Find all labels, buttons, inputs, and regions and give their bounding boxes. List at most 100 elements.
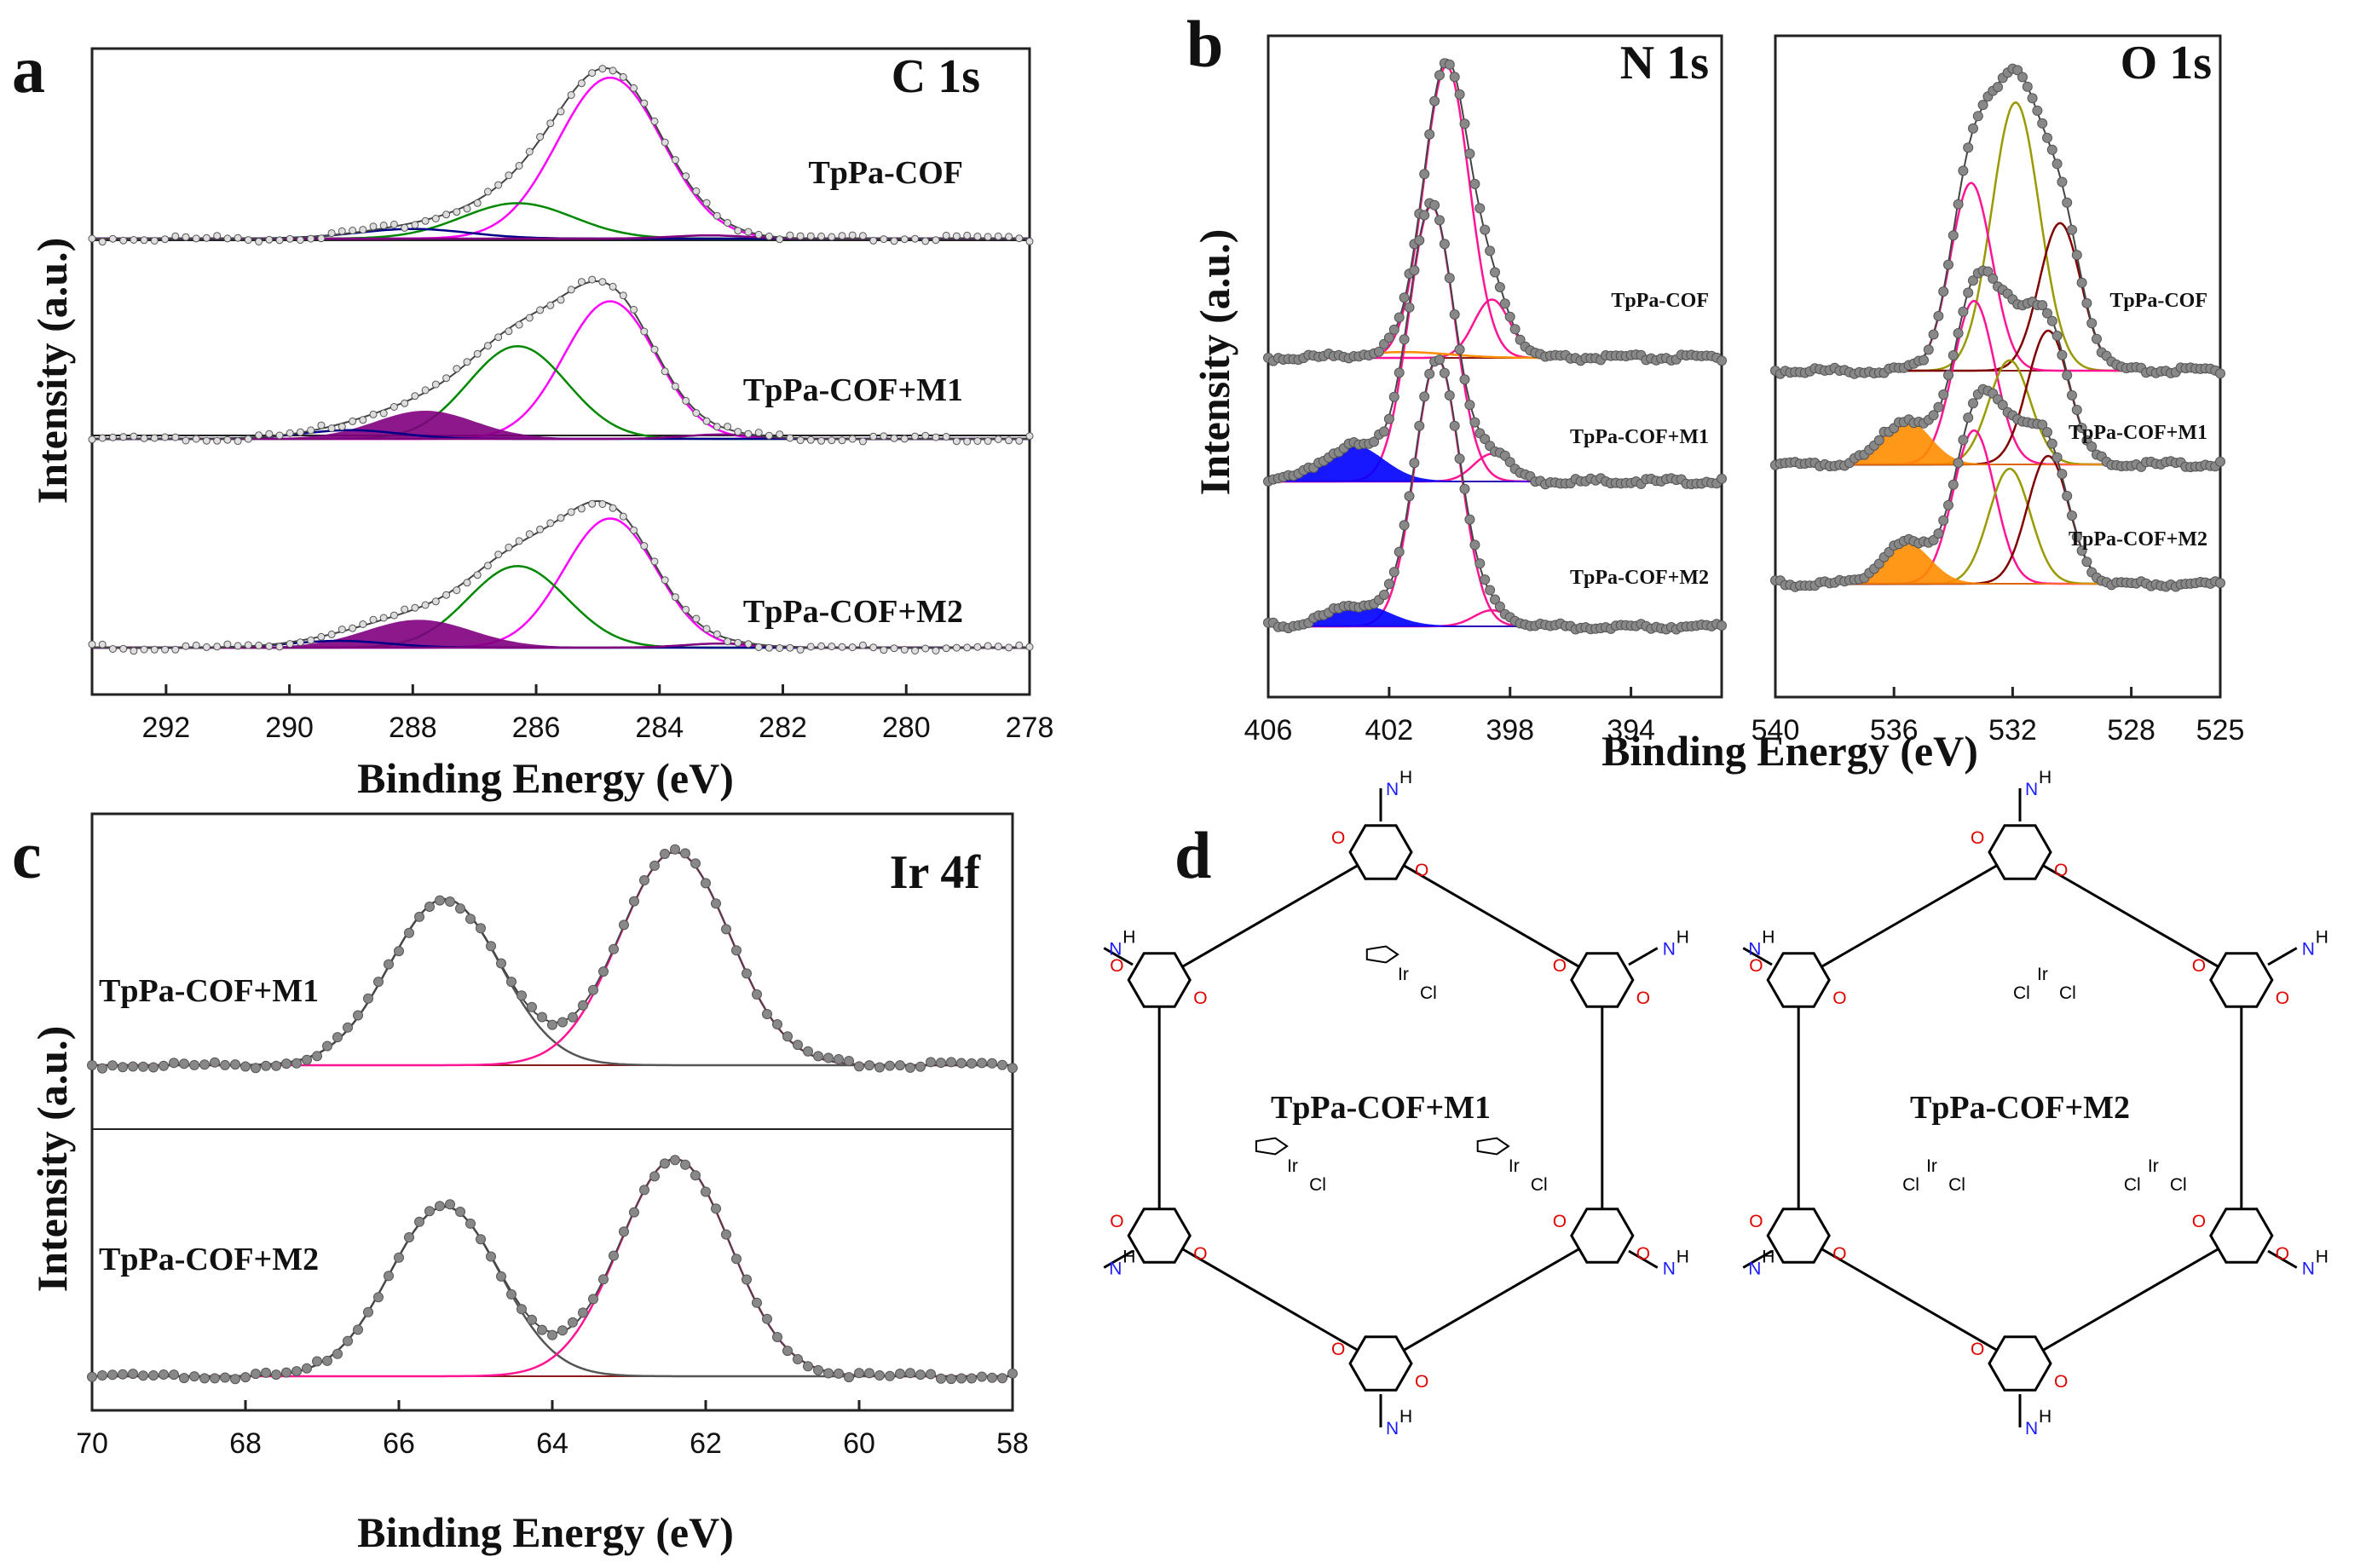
panel-d-letter: d [1174, 818, 1211, 892]
data-point [926, 1369, 936, 1380]
data-point [1958, 306, 1969, 317]
data-point [192, 641, 200, 649]
data-point [692, 409, 701, 418]
atom-label-oxygen: O [1636, 1244, 1650, 1264]
data-point [1933, 310, 1944, 321]
data-point [874, 1062, 885, 1073]
data-point [997, 1059, 1007, 1070]
data-point [1997, 400, 2008, 411]
data-point [2062, 370, 2073, 381]
series-label: TpPa-COF+M1 [1570, 426, 1709, 448]
data-point [338, 227, 346, 235]
data-point [742, 1274, 752, 1285]
atom-label-hydrogen: H [2039, 1407, 2051, 1427]
data-point [1504, 457, 1515, 468]
data-point [2067, 224, 2077, 235]
data-point [230, 1059, 240, 1070]
panel-b: b TpPa-COF TpPa-COF+M1 TpPa-COF+M2 406 402 39… [1186, 7, 2244, 775]
data-point [838, 232, 846, 240]
data-point [905, 1062, 915, 1073]
outward-bond [2267, 1249, 2298, 1269]
data-point [169, 1058, 179, 1069]
data-point [1509, 324, 1521, 335]
data-point [936, 1373, 946, 1384]
data-point [138, 1061, 148, 1072]
data-point [476, 1234, 486, 1245]
data-point [505, 171, 513, 180]
atom-label-nitrogen: N [1386, 780, 1399, 799]
data-point [639, 875, 649, 885]
data-point [1439, 239, 1450, 250]
component-peak [1268, 65, 1722, 360]
data-point [682, 172, 690, 181]
x-tick-label: 64 [536, 1427, 568, 1460]
data-point [291, 1058, 302, 1069]
data-point [713, 211, 721, 220]
data-point [828, 233, 836, 241]
data-point [702, 625, 711, 633]
atom-label-iridium: Ir [2037, 965, 2048, 984]
data-point [2092, 333, 2102, 344]
data-point [473, 571, 482, 579]
data-point [2062, 491, 2073, 501]
component-peak [92, 850, 1013, 1067]
data-point [869, 236, 878, 245]
data-point [721, 924, 731, 935]
data-point [744, 429, 753, 438]
data-point [2057, 176, 2068, 187]
data-point [1459, 483, 1470, 494]
data-point [557, 296, 565, 304]
data-point [609, 66, 617, 75]
data-point [844, 1056, 854, 1066]
outward-bond [2267, 947, 2298, 966]
series-label: TpPa-COF+M1 [2069, 422, 2207, 444]
data-point [765, 643, 773, 652]
data-point [1474, 203, 1486, 214]
data-point [1938, 286, 1949, 297]
data-point [275, 236, 284, 245]
data-point [2215, 456, 2225, 467]
data-point [161, 645, 170, 654]
envelope-fit [1775, 66, 2220, 372]
data-point [234, 642, 242, 650]
data-point [108, 645, 117, 653]
data-point [2022, 81, 2033, 92]
structure-label: TpPa-COF+M1 [1271, 1090, 1491, 1126]
data-point [390, 611, 398, 620]
data-point [946, 1057, 956, 1068]
data-point [527, 1001, 537, 1012]
data-point [384, 959, 394, 970]
data-point [874, 1370, 885, 1381]
ring [1570, 1208, 1635, 1264]
data-point [1424, 129, 1435, 140]
data-point [1464, 400, 1475, 411]
ring [2209, 1208, 2274, 1264]
data-point [230, 1374, 240, 1385]
atom-label-iridium: Ir [1926, 1156, 1937, 1176]
data-point [817, 232, 826, 240]
data-point [639, 1185, 649, 1196]
atom-label-iridium: Ir [1509, 1156, 1520, 1176]
data-point [547, 1329, 557, 1340]
x-tick-label: 528 [2107, 714, 2155, 747]
data-point [609, 943, 619, 954]
data-point [119, 236, 128, 245]
data-point [401, 605, 409, 614]
data-point [869, 643, 878, 652]
data-point [496, 1271, 506, 1282]
data-point [671, 593, 679, 602]
data-point [640, 99, 649, 107]
data-point [390, 403, 398, 411]
data-point [1025, 237, 1034, 245]
data-point [568, 1317, 578, 1328]
data-point [973, 437, 982, 445]
data-point [782, 1346, 793, 1357]
data-point [307, 426, 315, 435]
data-point [394, 946, 404, 957]
data-point [661, 367, 669, 376]
ring [1348, 1335, 1413, 1392]
data-point [2046, 438, 2057, 449]
atom-label-nitrogen: N [2302, 1260, 2315, 1279]
data-point [244, 435, 252, 443]
